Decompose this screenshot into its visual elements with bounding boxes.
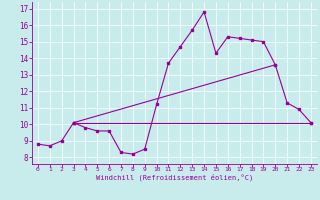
X-axis label: Windchill (Refroidissement éolien,°C): Windchill (Refroidissement éolien,°C) (96, 174, 253, 181)
